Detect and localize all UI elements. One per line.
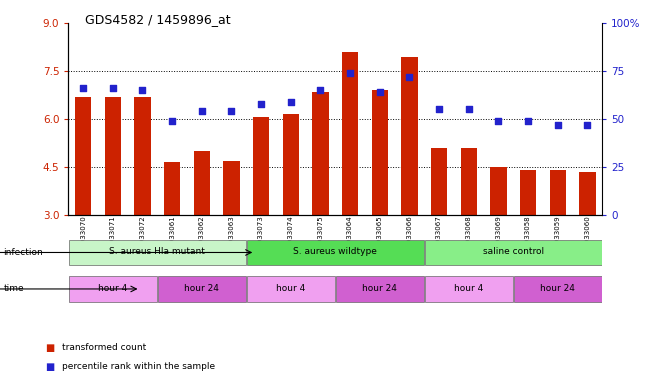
Point [374,89,385,95]
Bar [520,170,536,215]
Text: hour 4: hour 4 [98,284,128,293]
Text: hour 24: hour 24 [363,284,397,293]
Text: hour 24: hour 24 [540,284,575,293]
Point [315,87,326,93]
Point [434,106,444,113]
Bar [336,276,424,302]
Point [493,118,504,124]
Point [523,118,533,124]
Text: S. aureus Hla mutant: S. aureus Hla mutant [109,247,205,257]
Bar [247,240,424,265]
Bar [342,52,358,215]
Bar [134,97,150,215]
Point [404,74,415,80]
Text: transformed count: transformed count [62,343,146,352]
Bar [69,276,157,302]
Bar [69,240,245,265]
Point [345,70,355,76]
Bar [283,114,299,215]
Bar [164,162,180,215]
Bar [425,240,602,265]
Point [256,101,266,107]
Bar [425,276,512,302]
Bar [75,97,91,215]
Text: percentile rank within the sample: percentile rank within the sample [62,362,215,371]
Text: hour 4: hour 4 [454,284,483,293]
Point [197,108,207,114]
Text: time: time [3,285,24,293]
Bar [312,92,329,215]
Text: hour 24: hour 24 [184,284,219,293]
Text: ■: ■ [46,343,55,353]
Point [107,85,118,91]
Point [137,87,148,93]
Bar [514,276,602,302]
Point [167,118,177,124]
Bar [253,118,270,215]
Point [582,122,592,128]
Point [227,108,237,114]
Bar [431,148,447,215]
Bar [247,276,335,302]
Bar [158,276,245,302]
Bar [579,172,596,215]
Point [78,85,89,91]
Point [464,106,474,113]
Bar [105,97,121,215]
Text: S. aureus wildtype: S. aureus wildtype [294,247,377,257]
Bar [549,170,566,215]
Point [553,122,563,128]
Bar [193,151,210,215]
Text: infection: infection [3,248,43,257]
Bar [372,90,388,215]
Bar [223,161,240,215]
Bar [490,167,506,215]
Text: saline control: saline control [482,247,544,257]
Text: ■: ■ [46,362,55,372]
Bar [460,148,477,215]
Bar [401,57,417,215]
Text: GDS4582 / 1459896_at: GDS4582 / 1459896_at [85,13,230,26]
Point [286,99,296,105]
Text: hour 4: hour 4 [276,284,305,293]
